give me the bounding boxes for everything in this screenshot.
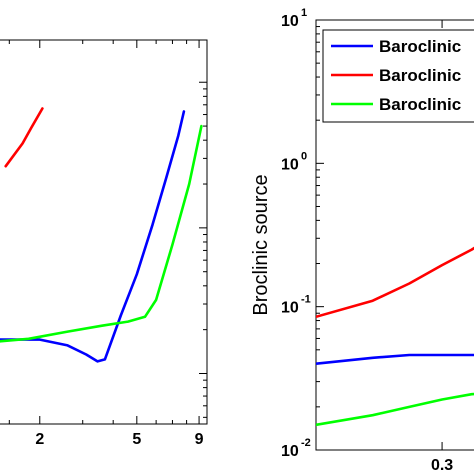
legend: Baroclinic Baroclinic Baroclinic bbox=[322, 29, 474, 123]
y-tick-label-base: 10 bbox=[281, 443, 299, 460]
y-tick-label-exponent: 1 bbox=[301, 7, 307, 19]
series-line bbox=[0, 124, 203, 343]
x-tick-label: 0.3 bbox=[431, 457, 453, 474]
series-line bbox=[0, 110, 186, 363]
axes-frame bbox=[315, 19, 474, 451]
legend-label: Baroclinic bbox=[379, 37, 461, 56]
x-tick-label: 5 bbox=[132, 431, 141, 448]
x-tick-label: 9 bbox=[195, 431, 204, 448]
x-tick-label: 2 bbox=[35, 431, 44, 448]
y-tick-label-exponent: 0 bbox=[301, 150, 307, 162]
y-tick-label-exponent: -1 bbox=[301, 294, 311, 306]
series-group bbox=[316, 246, 474, 427]
series-line bbox=[4, 107, 44, 168]
y-tick-label-base: 10 bbox=[281, 300, 299, 317]
y-axis-label: Broclinic source bbox=[250, 174, 272, 315]
y-tick-label-base: 10 bbox=[281, 13, 299, 30]
legend-label: Baroclinic bbox=[379, 95, 461, 114]
series-line bbox=[316, 392, 474, 427]
y-tick-label-exponent: -2 bbox=[301, 437, 311, 449]
legend-label: Baroclinic bbox=[379, 66, 461, 85]
axes-frame bbox=[0, 39, 208, 425]
series-group bbox=[0, 107, 203, 363]
y-tick-label-base: 10 bbox=[281, 156, 299, 173]
series-line bbox=[316, 353, 474, 365]
series-line bbox=[316, 246, 474, 319]
left-chart: 2 5 9 bbox=[0, 39, 208, 448]
